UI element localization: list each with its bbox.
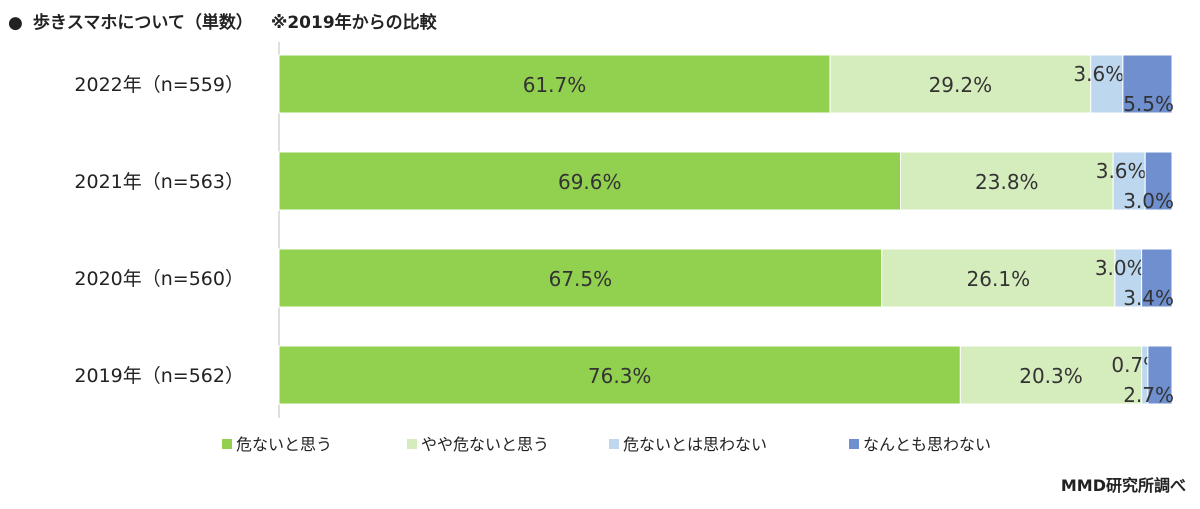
bar-segment <box>1141 248 1173 308</box>
bar-segment <box>1147 345 1173 405</box>
data-label: 3.0% <box>1095 256 1146 280</box>
legend-label: なんとも思わない <box>863 435 991 454</box>
data-label: 20.3% <box>1019 364 1083 388</box>
bar-segment <box>278 151 902 211</box>
data-label: 76.3% <box>588 364 652 388</box>
bar-segment <box>1112 151 1146 211</box>
legend-swatch <box>222 439 232 449</box>
legend-swatch <box>609 439 619 449</box>
bar-segment <box>278 345 961 405</box>
bar-segment <box>881 248 1116 308</box>
bar-segment <box>959 345 1143 405</box>
data-label: 67.5% <box>549 267 613 291</box>
data-label: 3.4% <box>1123 286 1174 310</box>
title-note: ※2019年からの比較 <box>270 13 437 33</box>
category-label: 2020年（n=560） <box>74 268 244 290</box>
bar-segment <box>1144 151 1173 211</box>
bar-segment <box>1122 54 1173 114</box>
legend-label: 危ないと思う <box>236 435 332 454</box>
data-label: 5.5% <box>1123 92 1174 116</box>
bar-segment <box>900 151 1114 211</box>
data-label: 2.7% <box>1123 383 1174 407</box>
legend-swatch <box>407 439 417 449</box>
category-label: 2019年（n=562） <box>74 365 244 387</box>
data-label: 26.1% <box>967 267 1031 291</box>
data-label: 3.6% <box>1073 62 1124 86</box>
data-label: 69.6% <box>558 170 622 194</box>
title-bullet: ● <box>8 13 23 33</box>
data-label: 23.8% <box>975 170 1039 194</box>
legend-label: やや危ないと思う <box>421 435 549 454</box>
data-label: 29.2% <box>929 73 993 97</box>
data-label: 3.0% <box>1123 189 1174 213</box>
bar-segment <box>278 248 883 308</box>
category-label: 2021年（n=563） <box>74 171 244 193</box>
chart-title: ● 歩きスマホについて（単数） ※2019年からの比較 <box>8 8 437 33</box>
legend-swatch <box>849 439 859 449</box>
bar-segment <box>278 54 831 114</box>
title-main: 歩きスマホについて（単数） <box>32 13 253 33</box>
data-label: 61.7% <box>523 73 587 97</box>
source-credit: MMD研究所調べ <box>1060 476 1186 495</box>
bar-segment <box>1114 248 1143 308</box>
data-label: 3.6% <box>1096 159 1147 183</box>
category-label: 2022年（n=559） <box>74 74 244 96</box>
legend-label: 危ないとは思わない <box>623 435 767 454</box>
